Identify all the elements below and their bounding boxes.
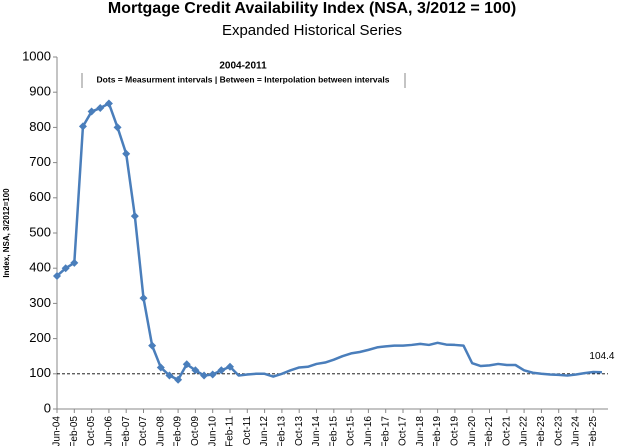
x-tick-label: Jun-18 [415,416,426,446]
y-tick-label: 600 [29,189,51,204]
x-tick-label: Oct-13 [294,416,305,446]
data-point [191,366,200,375]
data-point [96,104,105,113]
y-tick-label: 900 [29,84,51,99]
data-point [61,264,70,273]
x-tick-label: Jun-24 [571,416,582,446]
annotation-title: 2004-2011 [219,61,267,72]
y-tick-label: 0 [44,400,51,415]
y-tick-label: 800 [29,119,51,134]
x-tick-label: Feb-19 [432,416,443,446]
x-tick-label: Jun-22 [519,416,530,446]
x-tick-label: Jun-14 [311,416,322,446]
y-axis-label: Index, NSA, 3/2012=100 [2,188,11,278]
y-tick-label: 100 [29,365,51,380]
data-point [165,371,174,380]
y-tick-label: 500 [29,224,51,239]
x-tick-label: Jun-16 [363,416,374,446]
x-tick-label: Oct-09 [190,416,201,446]
x-tick-label: Jun-04 [52,416,63,446]
data-point [130,212,139,221]
data-point [174,375,183,384]
x-tick-label: Oct-21 [501,416,512,446]
x-tick-label: Oct-05 [86,416,97,446]
x-tick-label: Feb-07 [121,416,132,446]
data-point [156,363,165,372]
data-point [217,366,226,375]
x-tick-label: Feb-13 [277,416,288,446]
data-point [148,341,157,350]
data-point [53,271,61,280]
data-point [139,294,148,303]
x-tick-label: Feb-21 [484,416,495,446]
data-point [78,122,87,131]
x-tick-label: Feb-17 [380,416,391,446]
x-tick-label: Feb-15 [328,416,339,446]
data-point [226,362,234,371]
y-tick-label: 700 [29,154,51,169]
x-tick-label: Jun-20 [467,416,478,446]
chart-subtitle: Expanded Historical Series [222,22,402,39]
y-tick-label: 300 [29,295,51,310]
data-point [104,99,113,108]
y-tick-label: 1000 [22,48,51,63]
x-tick-label: Oct-07 [138,416,149,446]
x-tick-label: Oct-17 [398,416,409,446]
y-tick-label: 400 [29,260,51,275]
series-line [56,102,602,382]
data-point [182,360,191,369]
data-point [113,123,122,132]
data-point [122,149,131,158]
x-tick-label: Feb-09 [173,416,184,446]
y-tick-label: 200 [29,330,51,345]
x-tick-label: Feb-25 [588,416,599,446]
x-tick-label: Oct-15 [346,416,357,446]
x-tick-label: Jun-06 [104,416,115,446]
data-point [70,258,79,267]
annotation-text: Dots = Measurment intervals | Between = … [97,74,390,84]
data-label: 104.4 [589,351,614,362]
x-tick-label: Feb-11 [225,416,236,446]
x-tick-label: Oct-19 [450,416,461,446]
data-point [208,370,217,379]
x-tick-label: Jun-12 [259,416,270,446]
x-tick-label: Feb-23 [536,416,547,446]
data-point [200,371,209,380]
x-tick-label: Jun-08 [155,416,166,446]
x-tick-label: Oct-23 [553,416,564,446]
x-tick-label: Feb-05 [69,416,80,446]
data-point [87,107,96,116]
chart-title: Mortgage Credit Availability Index (NSA,… [108,0,516,17]
x-tick-label: Oct-11 [242,416,253,446]
x-tick-label: Jun-10 [207,416,218,446]
